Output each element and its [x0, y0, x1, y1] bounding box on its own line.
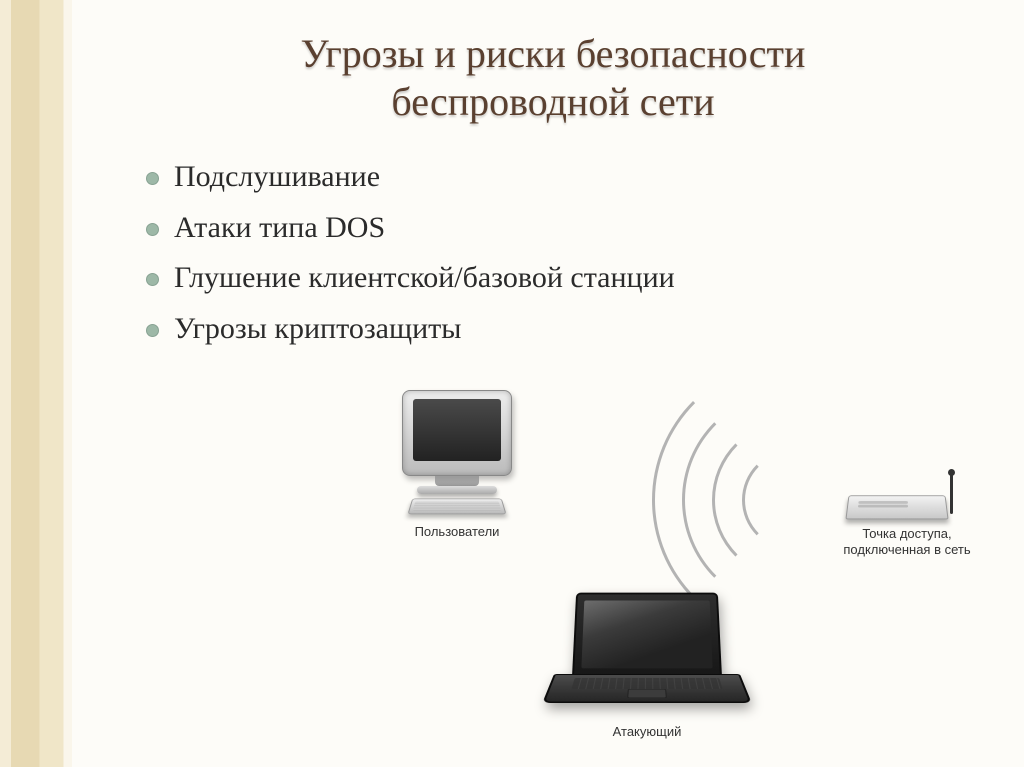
bullet-item: Подслушивание [146, 154, 984, 201]
slide-body: Угрозы и риски безопасности беспроводной… [72, 0, 1024, 767]
attacker-label: Атакующий [537, 724, 757, 740]
title-line-1: Угрозы и риски безопасности [301, 31, 806, 76]
access-point-label: Точка доступа, подключенная в сеть [822, 526, 992, 557]
decorative-left-band [0, 0, 72, 767]
ap-label-line-1: Точка доступа, [862, 526, 951, 541]
network-diagram: Пользователи Точка доступа, подключенная… [362, 380, 1002, 720]
title-line-2: беспроводной сети [391, 79, 714, 124]
bullet-item: Атаки типа DOS [146, 205, 984, 252]
user-desktop-icon: Пользователи [362, 390, 552, 540]
bullet-item: Угрозы криптозащиты [146, 306, 984, 353]
user-label: Пользователи [362, 524, 552, 540]
slide-title: Угрозы и риски безопасности беспроводной… [122, 30, 984, 126]
attacker-laptop-icon: Атакующий [537, 585, 757, 740]
bullet-item: Глушение клиентской/базовой станции [146, 255, 984, 302]
ap-label-line-2: подключенная в сеть [843, 542, 970, 557]
access-point-icon: Точка доступа, подключенная в сеть [822, 480, 992, 557]
bullet-list: Подслушивание Атаки типа DOS Глушение кл… [122, 154, 984, 352]
